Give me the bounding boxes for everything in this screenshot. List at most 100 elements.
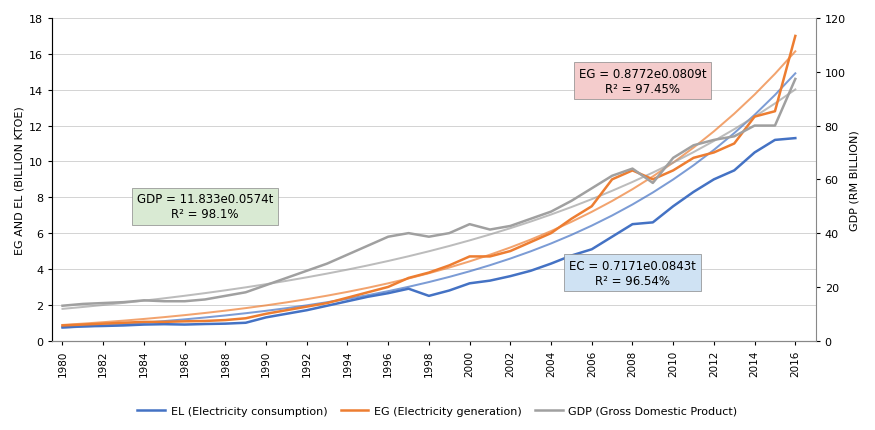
GDP (Gross Domestic Product) (566, 199, 577, 204)
Legend: EL (Electricity consumption), EG (Electricity generation), GDP (Gross Domestic P: EL (Electricity consumption), EG (Electr… (133, 401, 742, 420)
GDP (Gross Domestic Product) (403, 231, 414, 236)
EG (Electricity generation) (770, 109, 780, 114)
GDP (Gross Domestic Product) (383, 235, 394, 240)
GDP (Gross Domestic Product) (200, 297, 210, 302)
EL (Electricity consumption) (342, 299, 353, 304)
EG (Electricity generation) (709, 150, 719, 156)
GDP (Gross Domestic Product) (627, 166, 638, 172)
EL (Electricity consumption) (566, 253, 577, 258)
EG (Electricity generation) (526, 240, 536, 245)
GDP (Gross Domestic Product) (98, 301, 108, 306)
EG (Electricity generation) (566, 217, 577, 222)
GDP (Gross Domestic Product) (138, 298, 149, 303)
Y-axis label: EG AND EL (BILLION KTOE): EG AND EL (BILLION KTOE) (15, 106, 25, 254)
EL (Electricity consumption) (200, 322, 210, 327)
EG (Electricity generation) (342, 295, 353, 301)
EL (Electricity consumption) (302, 308, 312, 313)
EG (Electricity generation) (118, 320, 129, 326)
EG (Electricity generation) (465, 254, 475, 259)
GDP (Gross Domestic Product) (607, 174, 618, 179)
EL (Electricity consumption) (689, 190, 699, 195)
GDP (Gross Domestic Product) (648, 181, 658, 186)
EL (Electricity consumption) (98, 324, 108, 329)
GDP (Gross Domestic Product) (424, 235, 434, 240)
EL (Electricity consumption) (790, 136, 801, 141)
EL (Electricity consumption) (424, 294, 434, 299)
EG (Electricity generation) (159, 319, 170, 325)
EL (Electricity consumption) (526, 269, 536, 274)
EG (Electricity generation) (403, 276, 414, 281)
EL (Electricity consumption) (383, 291, 394, 296)
EG (Electricity generation) (586, 204, 597, 209)
GDP (Gross Domestic Product) (749, 124, 760, 129)
EG (Electricity generation) (78, 322, 88, 327)
GDP (Gross Domestic Product) (179, 299, 190, 304)
EG (Electricity generation) (200, 319, 210, 324)
EL (Electricity consumption) (261, 315, 271, 320)
GDP (Gross Domestic Product) (586, 186, 597, 191)
EL (Electricity consumption) (465, 281, 475, 286)
EG (Electricity generation) (689, 156, 699, 161)
GDP (Gross Domestic Product) (57, 304, 67, 309)
GDP (Gross Domestic Product) (444, 231, 454, 236)
EG (Electricity generation) (179, 319, 190, 324)
EG (Electricity generation) (648, 177, 658, 182)
GDP (Gross Domestic Product) (465, 222, 475, 227)
EL (Electricity consumption) (281, 311, 291, 316)
EG (Electricity generation) (424, 270, 434, 276)
EG (Electricity generation) (57, 323, 67, 328)
GDP (Gross Domestic Product) (342, 252, 353, 258)
GDP (Gross Domestic Product) (668, 156, 678, 161)
EL (Electricity consumption) (729, 169, 739, 174)
EL (Electricity consumption) (179, 322, 190, 327)
GDP (Gross Domestic Product) (281, 276, 291, 281)
EG (Electricity generation) (281, 308, 291, 313)
Y-axis label: GDP (RM BILLION): GDP (RM BILLION) (850, 130, 860, 230)
EG (Electricity generation) (729, 141, 739, 147)
EG (Electricity generation) (302, 304, 312, 310)
GDP (Gross Domestic Product) (118, 300, 129, 305)
GDP (Gross Domestic Product) (689, 143, 699, 148)
GDP (Gross Domestic Product) (78, 301, 88, 307)
EG (Electricity generation) (241, 316, 251, 321)
GDP (Gross Domestic Product) (505, 224, 515, 229)
EL (Electricity consumption) (159, 322, 170, 327)
EL (Electricity consumption) (709, 177, 719, 182)
GDP (Gross Domestic Product) (546, 209, 556, 215)
GDP (Gross Domestic Product) (261, 283, 271, 288)
EL (Electricity consumption) (241, 320, 251, 326)
GDP (Gross Domestic Product) (729, 135, 739, 140)
EG (Electricity generation) (322, 301, 332, 306)
Text: EG = 0.8772e0.0809t
R² = 97.45%: EG = 0.8772e0.0809t R² = 97.45% (579, 68, 706, 95)
EL (Electricity consumption) (505, 274, 515, 279)
EL (Electricity consumption) (586, 247, 597, 252)
EL (Electricity consumption) (770, 138, 780, 143)
GDP (Gross Domestic Product) (241, 290, 251, 295)
EG (Electricity generation) (138, 319, 149, 325)
EG (Electricity generation) (98, 321, 108, 326)
EG (Electricity generation) (261, 311, 271, 316)
EL (Electricity consumption) (57, 325, 67, 330)
GDP (Gross Domestic Product) (302, 269, 312, 274)
GDP (Gross Domestic Product) (526, 217, 536, 222)
EL (Electricity consumption) (648, 220, 658, 225)
EG (Electricity generation) (546, 231, 556, 236)
EG (Electricity generation) (627, 169, 638, 174)
Line: GDP (Gross Domestic Product): GDP (Gross Domestic Product) (62, 80, 795, 306)
GDP (Gross Domestic Product) (159, 299, 170, 304)
GDP (Gross Domestic Product) (322, 261, 332, 267)
EG (Electricity generation) (749, 115, 760, 120)
EG (Electricity generation) (220, 318, 231, 323)
GDP (Gross Domestic Product) (362, 243, 373, 249)
EL (Electricity consumption) (627, 222, 638, 227)
EG (Electricity generation) (505, 249, 515, 254)
EL (Electricity consumption) (444, 288, 454, 293)
EL (Electricity consumption) (749, 150, 760, 156)
Line: EG (Electricity generation): EG (Electricity generation) (62, 37, 795, 326)
GDP (Gross Domestic Product) (220, 294, 231, 299)
EL (Electricity consumption) (138, 322, 149, 327)
Text: GDP = 11.833e0.0574t
R² = 98.1%: GDP = 11.833e0.0574t R² = 98.1% (136, 193, 273, 221)
EG (Electricity generation) (668, 169, 678, 174)
EL (Electricity consumption) (78, 324, 88, 329)
GDP (Gross Domestic Product) (770, 124, 780, 129)
